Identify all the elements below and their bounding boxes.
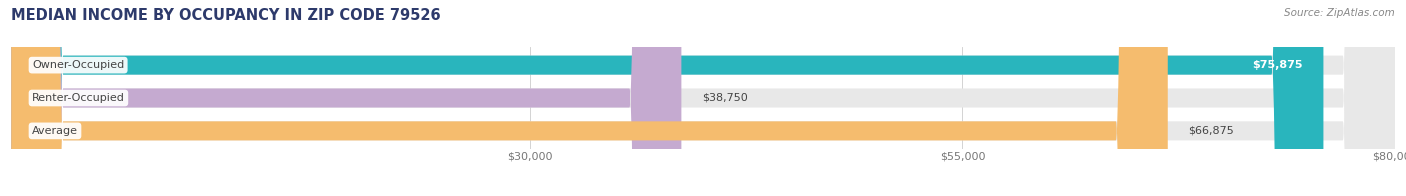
FancyBboxPatch shape	[11, 0, 1395, 196]
FancyBboxPatch shape	[11, 0, 1168, 196]
FancyBboxPatch shape	[11, 0, 1395, 196]
Text: $66,875: $66,875	[1188, 126, 1234, 136]
Text: $75,875: $75,875	[1253, 60, 1303, 70]
Text: $38,750: $38,750	[702, 93, 748, 103]
Text: MEDIAN INCOME BY OCCUPANCY IN ZIP CODE 79526: MEDIAN INCOME BY OCCUPANCY IN ZIP CODE 7…	[11, 8, 441, 23]
FancyBboxPatch shape	[11, 0, 682, 196]
Text: Average: Average	[32, 126, 77, 136]
FancyBboxPatch shape	[11, 0, 1395, 196]
Text: Owner-Occupied: Owner-Occupied	[32, 60, 124, 70]
Text: Renter-Occupied: Renter-Occupied	[32, 93, 125, 103]
FancyBboxPatch shape	[11, 0, 1323, 196]
Text: Source: ZipAtlas.com: Source: ZipAtlas.com	[1284, 8, 1395, 18]
